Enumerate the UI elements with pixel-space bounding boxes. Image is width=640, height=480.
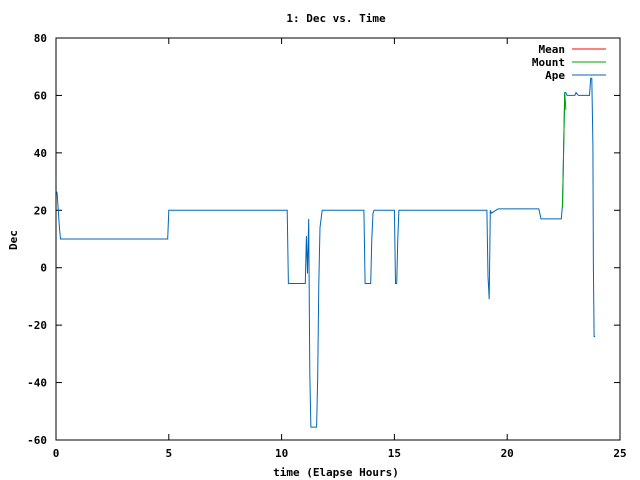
x-tick-label: 20 bbox=[501, 447, 514, 460]
y-tick-label: 0 bbox=[40, 262, 47, 275]
axes: -60 -40 -20 0 20 40 60 80 0 5 10 15 20 25 bbox=[27, 32, 627, 460]
y-tick-label: -40 bbox=[27, 377, 47, 390]
x-tick-label: 25 bbox=[613, 447, 626, 460]
legend-label: Mean bbox=[539, 43, 566, 56]
y-tick-label: 60 bbox=[34, 89, 47, 102]
x-tick-label: 10 bbox=[275, 447, 288, 460]
series-layer bbox=[55, 77, 596, 428]
y-axis-label: Dec bbox=[7, 230, 20, 250]
y-tick-label: 40 bbox=[34, 147, 47, 160]
legend-label: Ape bbox=[545, 69, 565, 82]
series-line-ape bbox=[55, 77, 596, 428]
plot-frame bbox=[55, 37, 621, 441]
y-tick-label: 80 bbox=[34, 32, 47, 45]
chart-title: 1: Dec vs. Time bbox=[286, 12, 386, 25]
y-tick-label: -60 bbox=[27, 434, 47, 447]
series-line-mount bbox=[562, 92, 567, 208]
x-tick-label: 5 bbox=[165, 447, 172, 460]
x-tick-label: 15 bbox=[388, 447, 401, 460]
x-axis-label: time (Elapse Hours) bbox=[273, 466, 399, 479]
y-tick-label: -20 bbox=[27, 319, 47, 332]
y-tick-label: 20 bbox=[34, 204, 47, 217]
legend-label: Mount bbox=[532, 56, 565, 69]
x-tick-label: 0 bbox=[53, 447, 60, 460]
